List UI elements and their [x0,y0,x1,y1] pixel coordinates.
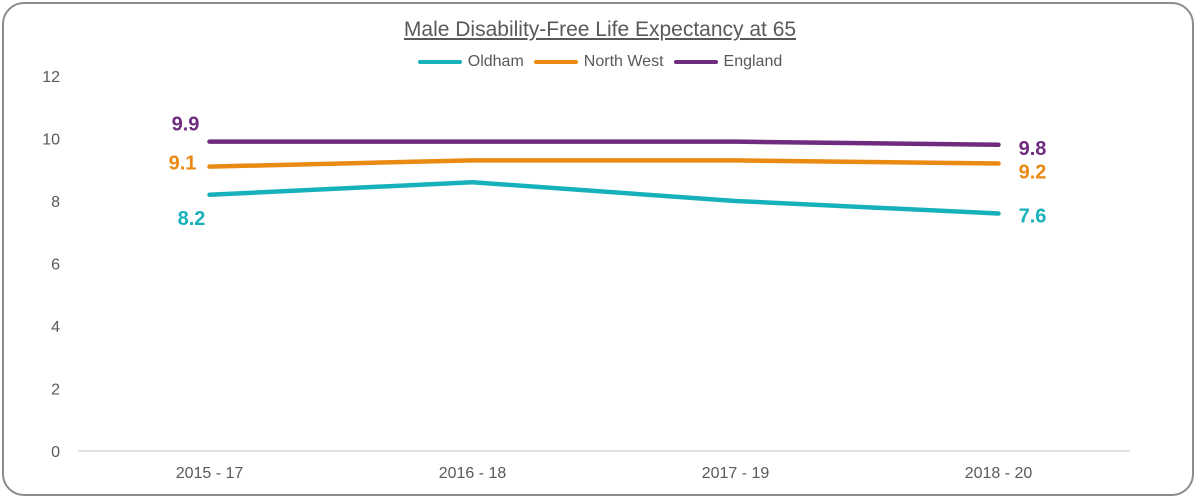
x-tick-label-1: 2016 - 18 [439,465,507,482]
y-tick-label-6: 6 [51,257,60,274]
legend-swatch-north-west [533,60,578,64]
chart-title: Male Disability-Free Life Expectancy at … [403,18,797,41]
x-tick-label-3: 2018 - 20 [965,465,1033,482]
y-tick-label-12: 12 [42,69,60,86]
chart-frame [2,2,1194,496]
data-label-north-west-0: 9.1 [169,153,197,175]
series-line-north-west [207,158,1001,169]
x-tick-label-2: 2017 - 19 [702,465,770,482]
legend-swatch-england [673,60,718,64]
series-line-oldham [207,180,1001,216]
legend-label-north-west: North West [583,53,664,70]
data-label-north-west-3: 9.2 [1019,162,1047,184]
data-label-england-0: 9.9 [172,114,200,136]
legend-label-england: England [723,53,783,70]
y-tick-label-2: 2 [51,382,60,399]
y-tick-label-8: 8 [51,194,60,211]
series-line-england [207,139,1001,147]
y-tick-label-4: 4 [51,319,60,336]
y-tick-label-10: 10 [42,132,60,149]
legend-item-oldham: Oldham [417,53,524,71]
y-tick-label-0: 0 [51,444,60,461]
legend-swatch-oldham [417,60,462,64]
legend-item-north-west: North West [533,53,664,71]
legend: Oldham North West England [0,53,1200,71]
data-label-oldham-0: 8.2 [178,208,206,230]
legend-item-england: England [673,53,783,71]
x-tick-label-0: 2015 - 17 [176,465,244,482]
legend-label-oldham: Oldham [467,53,524,70]
data-label-oldham-3: 7.6 [1019,206,1047,228]
data-label-england-3: 9.8 [1019,138,1047,160]
